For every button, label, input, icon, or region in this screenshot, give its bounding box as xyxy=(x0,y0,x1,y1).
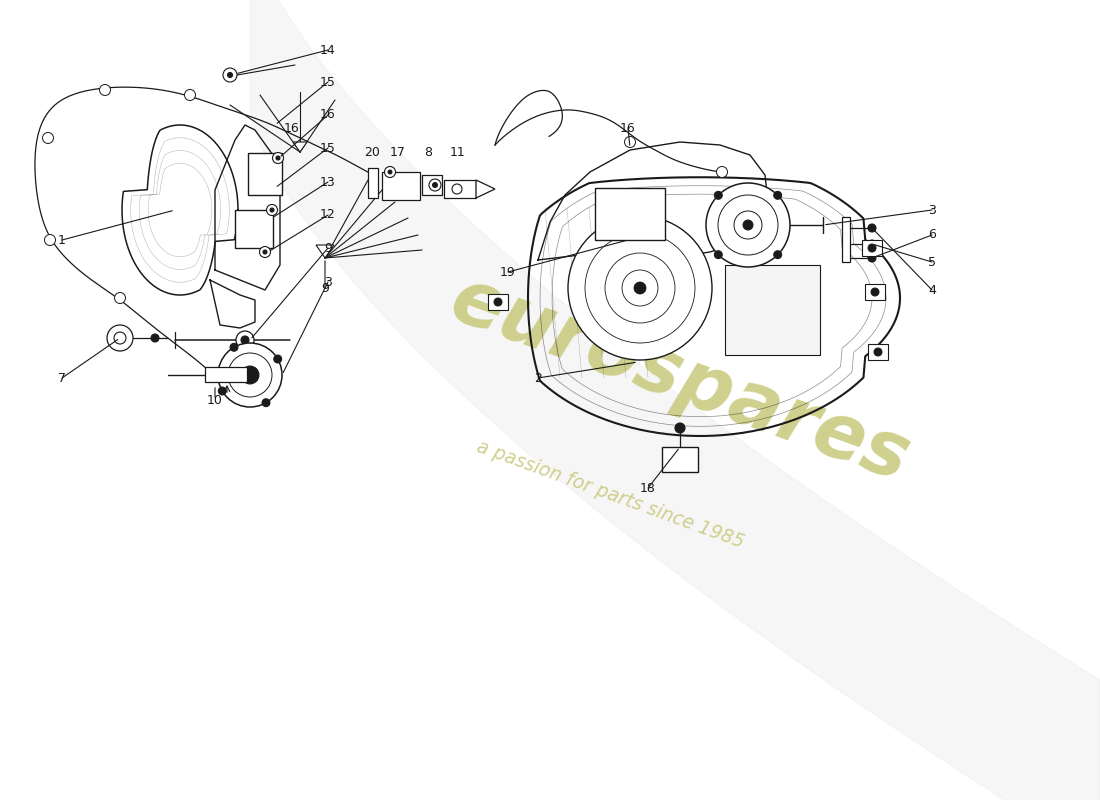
Circle shape xyxy=(432,182,438,187)
Circle shape xyxy=(266,205,277,215)
Polygon shape xyxy=(476,180,495,198)
FancyBboxPatch shape xyxy=(488,294,508,310)
Circle shape xyxy=(868,240,876,248)
Text: 3: 3 xyxy=(324,275,332,289)
Text: 16: 16 xyxy=(284,122,300,134)
Circle shape xyxy=(734,211,762,239)
Text: 11: 11 xyxy=(450,146,466,158)
Circle shape xyxy=(675,423,685,433)
Circle shape xyxy=(114,293,125,303)
Circle shape xyxy=(634,282,646,294)
Circle shape xyxy=(241,336,249,344)
Text: 16: 16 xyxy=(320,109,336,122)
FancyBboxPatch shape xyxy=(422,175,442,195)
Text: 4: 4 xyxy=(928,283,936,297)
FancyBboxPatch shape xyxy=(865,284,886,300)
Circle shape xyxy=(718,195,778,255)
Circle shape xyxy=(241,366,258,384)
Text: 9: 9 xyxy=(324,242,332,254)
Circle shape xyxy=(44,234,55,246)
Circle shape xyxy=(270,208,274,212)
Text: 12: 12 xyxy=(320,209,336,222)
Circle shape xyxy=(262,398,270,406)
Circle shape xyxy=(714,191,723,199)
Circle shape xyxy=(218,343,282,407)
FancyBboxPatch shape xyxy=(868,344,888,360)
Circle shape xyxy=(273,153,284,163)
Circle shape xyxy=(716,166,727,178)
Text: 5: 5 xyxy=(928,255,936,269)
Circle shape xyxy=(452,184,462,194)
Circle shape xyxy=(385,166,396,178)
Circle shape xyxy=(585,233,695,343)
Text: 9: 9 xyxy=(321,282,329,294)
FancyBboxPatch shape xyxy=(842,217,850,262)
Text: 8: 8 xyxy=(424,146,432,158)
FancyBboxPatch shape xyxy=(862,240,882,256)
Circle shape xyxy=(621,270,658,306)
FancyBboxPatch shape xyxy=(248,153,282,195)
Text: 19: 19 xyxy=(500,266,516,278)
Circle shape xyxy=(228,73,232,78)
Text: 10: 10 xyxy=(207,394,223,406)
Text: 16: 16 xyxy=(620,122,636,134)
FancyBboxPatch shape xyxy=(595,188,666,240)
Circle shape xyxy=(773,250,782,258)
Circle shape xyxy=(868,244,876,252)
Circle shape xyxy=(742,220,754,230)
Text: a passion for parts since 1985: a passion for parts since 1985 xyxy=(474,438,746,552)
Text: 15: 15 xyxy=(320,142,336,154)
Circle shape xyxy=(230,343,238,351)
FancyBboxPatch shape xyxy=(662,447,698,472)
Text: 17: 17 xyxy=(390,146,406,158)
Text: 2: 2 xyxy=(535,371,542,385)
Polygon shape xyxy=(316,245,334,258)
Text: 18: 18 xyxy=(640,482,656,494)
Text: 7: 7 xyxy=(58,371,66,385)
Circle shape xyxy=(276,156,280,160)
Text: 1: 1 xyxy=(58,234,66,246)
Circle shape xyxy=(868,224,876,232)
Circle shape xyxy=(871,288,879,296)
Circle shape xyxy=(260,246,271,258)
Text: 15: 15 xyxy=(320,75,336,89)
Circle shape xyxy=(185,90,196,101)
Text: eurospares: eurospares xyxy=(440,262,920,498)
Circle shape xyxy=(228,353,272,397)
Circle shape xyxy=(263,250,267,254)
Text: 20: 20 xyxy=(364,146,380,158)
Circle shape xyxy=(868,254,876,262)
FancyBboxPatch shape xyxy=(235,210,273,248)
Circle shape xyxy=(714,250,723,258)
Circle shape xyxy=(218,387,227,395)
Text: 3: 3 xyxy=(928,203,936,217)
Circle shape xyxy=(429,179,441,191)
Circle shape xyxy=(43,133,54,143)
FancyBboxPatch shape xyxy=(205,367,248,382)
Circle shape xyxy=(874,348,882,356)
Circle shape xyxy=(625,137,636,147)
Circle shape xyxy=(151,334,160,342)
FancyBboxPatch shape xyxy=(382,172,420,200)
Circle shape xyxy=(99,85,110,95)
Circle shape xyxy=(494,298,502,306)
Text: 14: 14 xyxy=(320,43,336,57)
Polygon shape xyxy=(293,142,307,152)
Circle shape xyxy=(107,325,133,351)
Circle shape xyxy=(706,183,790,267)
Circle shape xyxy=(236,331,254,349)
Circle shape xyxy=(274,355,282,363)
Circle shape xyxy=(568,216,712,360)
Circle shape xyxy=(388,170,392,174)
Circle shape xyxy=(605,253,675,323)
FancyBboxPatch shape xyxy=(444,180,476,198)
FancyBboxPatch shape xyxy=(725,265,820,355)
Circle shape xyxy=(114,332,126,344)
Text: 6: 6 xyxy=(928,229,936,242)
Text: 13: 13 xyxy=(320,175,336,189)
Circle shape xyxy=(223,68,236,82)
FancyBboxPatch shape xyxy=(368,168,378,198)
Circle shape xyxy=(773,191,782,199)
